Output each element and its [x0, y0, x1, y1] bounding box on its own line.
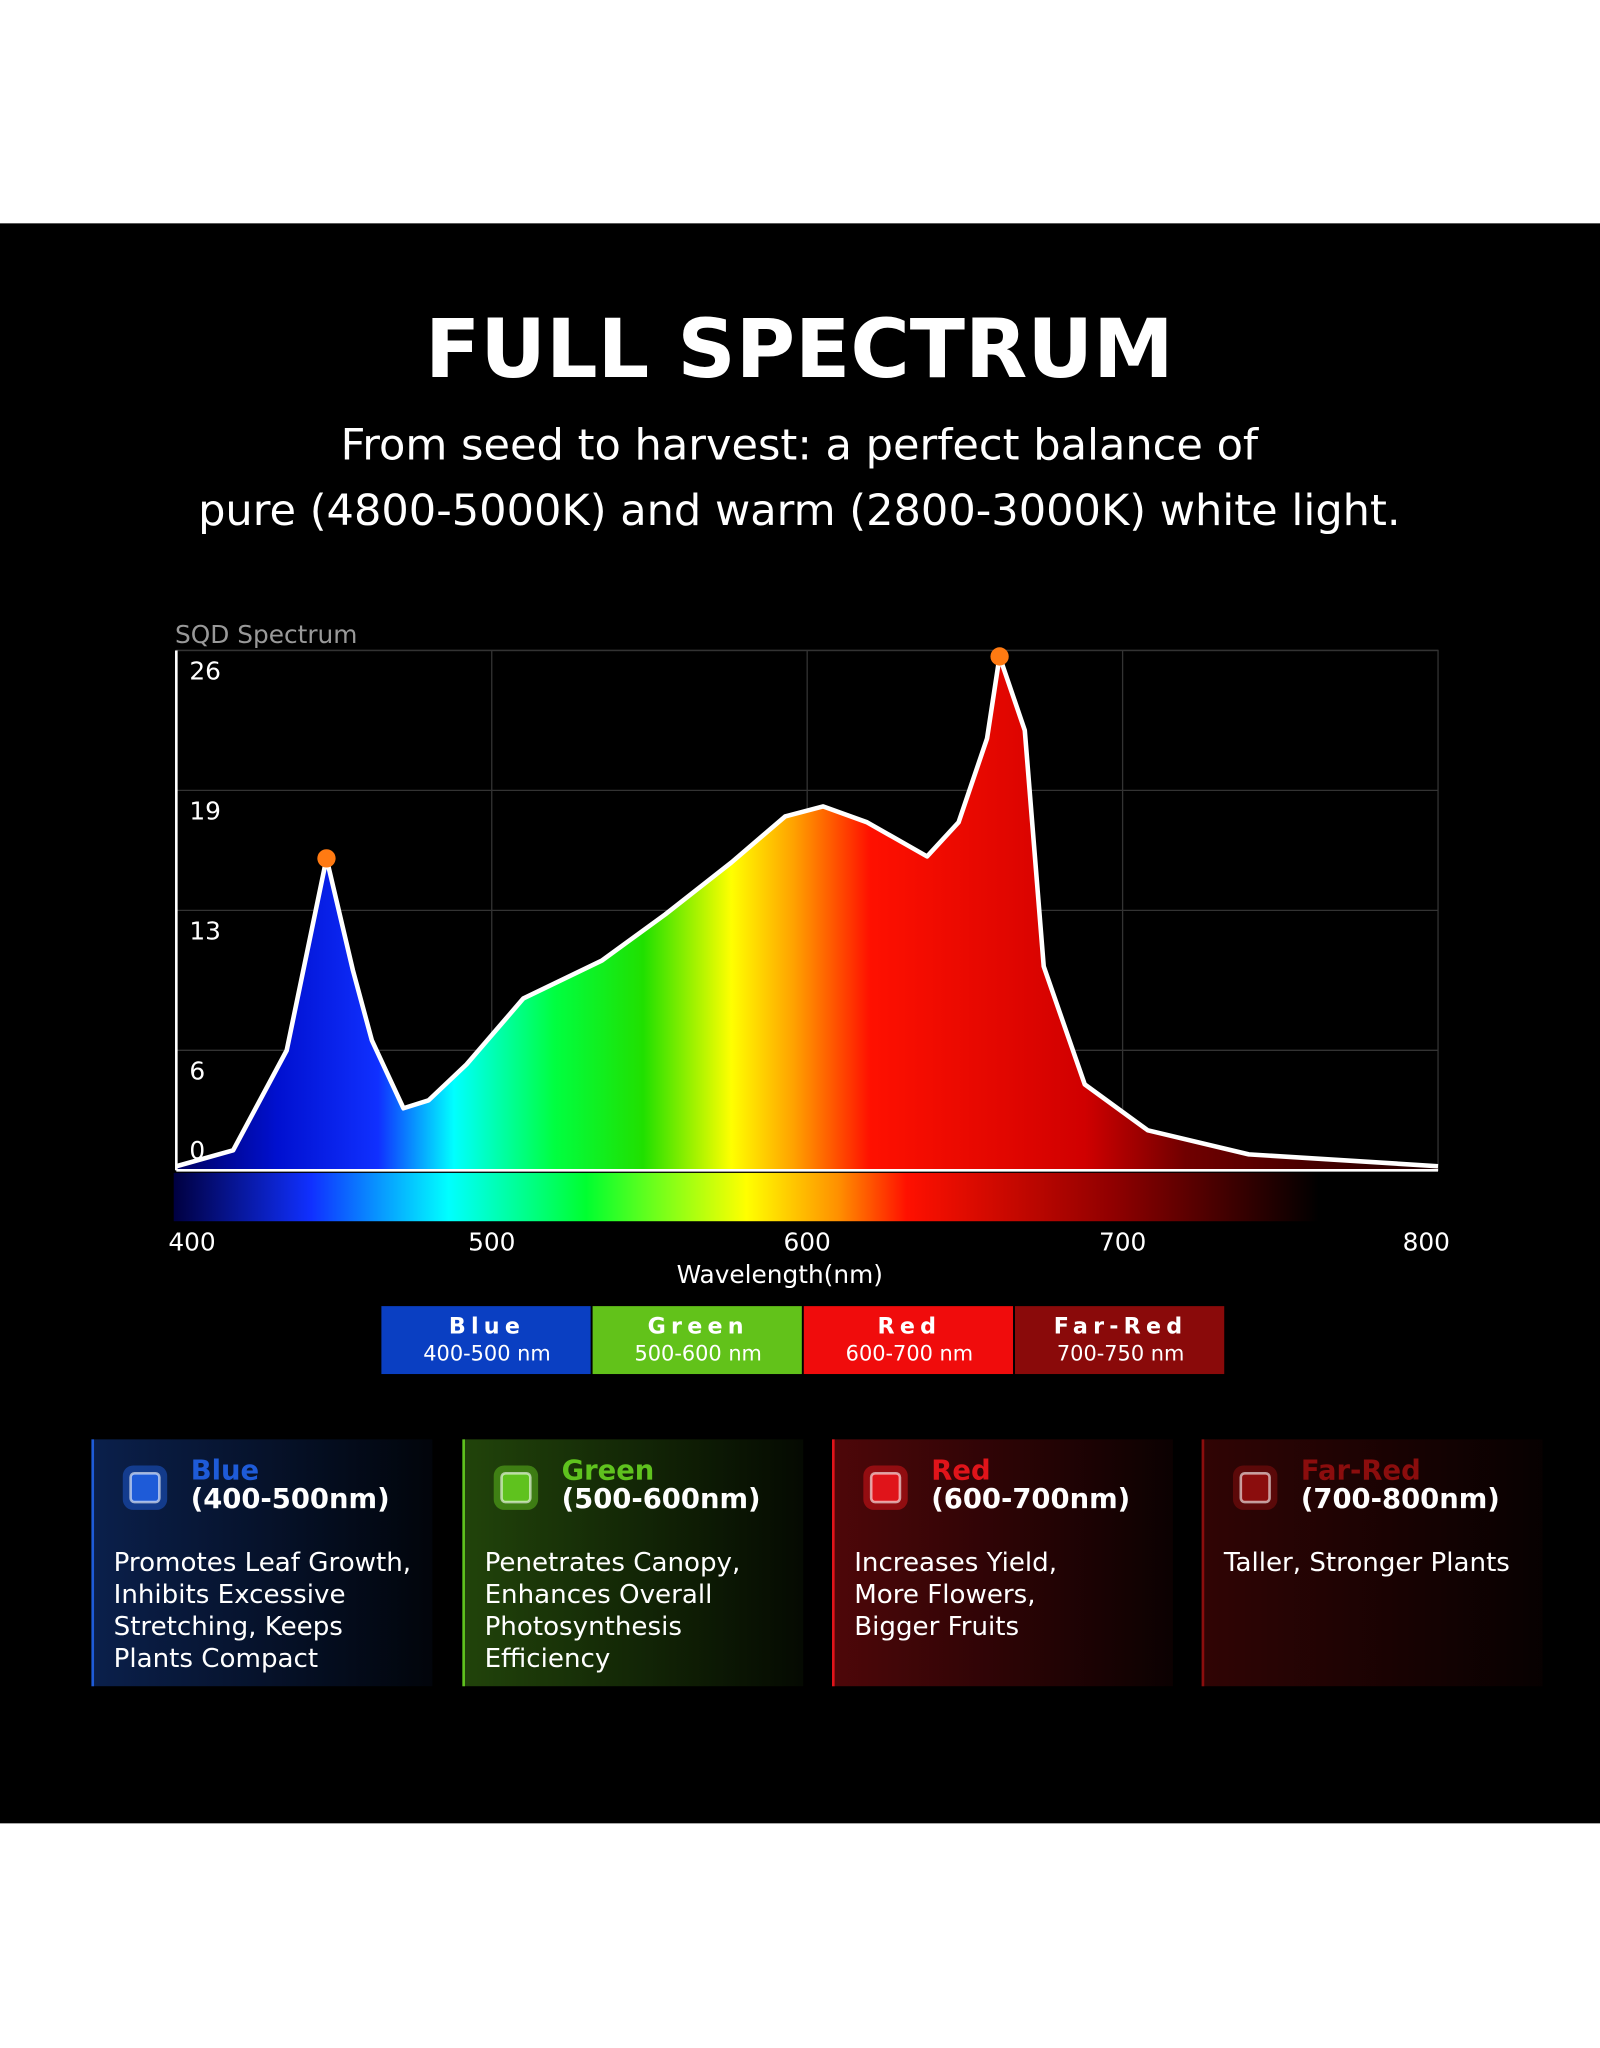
spectrum-bar — [173, 1172, 1320, 1222]
card-text: Penetrates Canopy, — [485, 1548, 741, 1578]
card-text: Efficiency — [485, 1644, 611, 1674]
band-name: Far-Red — [1054, 1314, 1188, 1340]
card-text: Increases Yield, — [854, 1548, 1057, 1578]
card-icon — [129, 1471, 161, 1504]
x-axis-label: Wavelength(nm) — [677, 1260, 883, 1289]
card-text: Stretching, Keeps — [114, 1612, 343, 1642]
card-text: Promotes Leaf Growth, — [114, 1548, 411, 1578]
card-text: Enhances Overall — [485, 1580, 713, 1610]
card-range: (700-800nm) — [1301, 1484, 1500, 1515]
card-title: Far-Red — [1301, 1456, 1421, 1487]
y-tick-label: 19 — [189, 797, 221, 826]
y-tick-label: 26 — [189, 657, 221, 686]
x-tick-label: 400 — [168, 1227, 215, 1256]
card-title: Blue — [191, 1456, 259, 1487]
band-box — [381, 1306, 591, 1375]
band-range: 500-600 nm — [634, 1341, 761, 1365]
chart-title: SQD Spectrum — [175, 620, 357, 649]
subtitle: pure (4800-5000K) and warm (2800-3000K) … — [198, 486, 1401, 536]
subtitle: From seed to harvest: a perfect balance … — [341, 421, 1259, 471]
card-text: Plants Compact — [114, 1644, 319, 1674]
card-text: Photosynthesis — [485, 1612, 682, 1642]
x-tick-label: 800 — [1403, 1227, 1450, 1256]
peak-marker — [317, 849, 336, 868]
card-text: Bigger Fruits — [854, 1612, 1019, 1642]
y-tick-label: 13 — [189, 917, 221, 946]
title: FULL SPECTRUM — [425, 303, 1174, 397]
card-range: (400-500nm) — [191, 1484, 390, 1515]
x-tick-label: 600 — [784, 1227, 831, 1256]
card-range: (600-700nm) — [931, 1484, 1130, 1515]
card-icon — [1239, 1471, 1271, 1504]
band-name: Green — [648, 1314, 749, 1340]
band-box — [592, 1306, 802, 1375]
card-title: Red — [931, 1456, 990, 1487]
band-name: Red — [878, 1314, 942, 1340]
band-box — [803, 1306, 1014, 1375]
x-tick-label: 500 — [468, 1227, 515, 1256]
card-text: Inhibits Excessive — [114, 1580, 346, 1610]
x-tick-label: 700 — [1099, 1227, 1146, 1256]
card-text: More Flowers, — [854, 1580, 1035, 1610]
spectrum-area — [176, 656, 1439, 1171]
card-text: Taller, Stronger Plants — [1223, 1548, 1510, 1578]
band-range: 400-500 nm — [423, 1341, 550, 1365]
spectrum-line — [175, 654, 1439, 1169]
band-range: 700-750 nm — [1057, 1341, 1184, 1365]
band-box — [1014, 1306, 1225, 1375]
card-title: Green — [562, 1456, 655, 1487]
card-icon — [500, 1471, 532, 1504]
card-range: (500-600nm) — [562, 1484, 761, 1515]
peak-marker — [990, 647, 1009, 666]
y-tick-label: 6 — [189, 1057, 205, 1086]
band-name: Blue — [449, 1314, 525, 1340]
band-range: 600-700 nm — [846, 1341, 973, 1365]
card-icon — [869, 1471, 902, 1504]
